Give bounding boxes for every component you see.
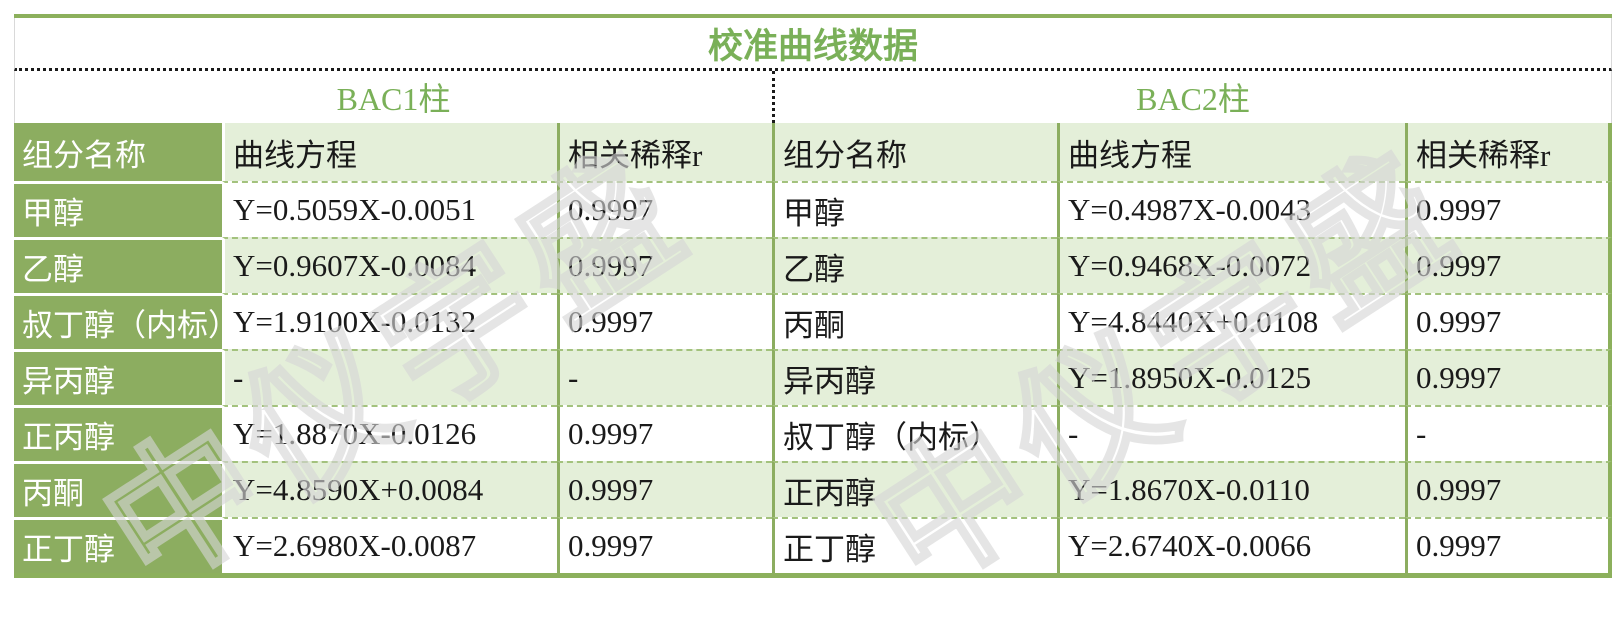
- table-cell-correlation: 0.9997: [1405, 517, 1612, 573]
- table-cell-component: 丙酮: [14, 461, 222, 517]
- header-left-component: 组分名称: [14, 123, 222, 181]
- calibration-table: 校准曲线数据 BAC1柱 BAC2柱 组分名称 曲线方程 相关稀释r 组分名称 …: [14, 14, 1612, 578]
- table-cell-correlation: 0.9997: [557, 293, 772, 349]
- table-cell-component: 正丙醇: [772, 461, 1057, 517]
- table-cell-equation: -: [1057, 405, 1405, 461]
- table-cell-correlation: 0.9997: [1405, 293, 1612, 349]
- table-cell-correlation: 0.9997: [557, 405, 772, 461]
- table-cell-component: 正丁醇: [14, 517, 222, 573]
- table-cell-correlation: 0.9997: [557, 517, 772, 573]
- table-cell-equation: -: [222, 349, 557, 405]
- table-cell-component: 甲醇: [14, 181, 222, 237]
- table-cell-component: 甲醇: [772, 181, 1057, 237]
- table-cell-correlation: 0.9997: [1405, 349, 1612, 405]
- table-cell-component: 丙酮: [772, 293, 1057, 349]
- table-title: 校准曲线数据: [14, 18, 1612, 71]
- table-cell-equation: Y=4.8440X+0.0108: [1057, 293, 1405, 349]
- table-cell-equation: Y=1.8870X-0.0126: [222, 405, 557, 461]
- table-cell-equation: Y=2.6740X-0.0066: [1057, 517, 1405, 573]
- table-cell-component: 叔丁醇（内标）: [14, 293, 222, 349]
- table-cell-equation: Y=4.8590X+0.0084: [222, 461, 557, 517]
- table-cell-correlation: 0.9997: [557, 237, 772, 293]
- table-cell-component: 正丁醇: [772, 517, 1057, 573]
- table-cell-equation: Y=0.4987X-0.0043: [1057, 181, 1405, 237]
- table-cell-component: 异丙醇: [14, 349, 222, 405]
- table-cell-equation: Y=1.8670X-0.0110: [1057, 461, 1405, 517]
- table-cell-component: 异丙醇: [772, 349, 1057, 405]
- table-cell-correlation: -: [1405, 405, 1612, 461]
- table-cell-component: 叔丁醇（内标）: [772, 405, 1057, 461]
- table-cell-correlation: 0.9997: [1405, 461, 1612, 517]
- table-cell-correlation: 0.9997: [1405, 237, 1612, 293]
- column-group-bac2: BAC2柱: [772, 71, 1612, 123]
- table-cell-correlation: 0.9997: [557, 461, 772, 517]
- table-cell-equation: Y=1.9100X-0.0132: [222, 293, 557, 349]
- header-left-correlation: 相关稀释r: [557, 123, 772, 181]
- table-cell-equation: Y=2.6980X-0.0087: [222, 517, 557, 573]
- table-cell-correlation: -: [557, 349, 772, 405]
- table-cell-equation: Y=0.5059X-0.0051: [222, 181, 557, 237]
- table-cell-component: 正丙醇: [14, 405, 222, 461]
- header-right-equation: 曲线方程: [1057, 123, 1405, 181]
- table-cell-equation: Y=1.8950X-0.0125: [1057, 349, 1405, 405]
- table-cell-equation: Y=0.9468X-0.0072: [1057, 237, 1405, 293]
- table-cell-component: 乙醇: [14, 237, 222, 293]
- table-cell-correlation: 0.9997: [557, 181, 772, 237]
- header-right-correlation: 相关稀释r: [1405, 123, 1612, 181]
- table-cell-equation: Y=0.9607X-0.0084: [222, 237, 557, 293]
- header-right-component: 组分名称: [772, 123, 1057, 181]
- table-cell-correlation: 0.9997: [1405, 181, 1612, 237]
- header-left-equation: 曲线方程: [222, 123, 557, 181]
- table-cell-component: 乙醇: [772, 237, 1057, 293]
- column-group-bac1: BAC1柱: [14, 71, 772, 123]
